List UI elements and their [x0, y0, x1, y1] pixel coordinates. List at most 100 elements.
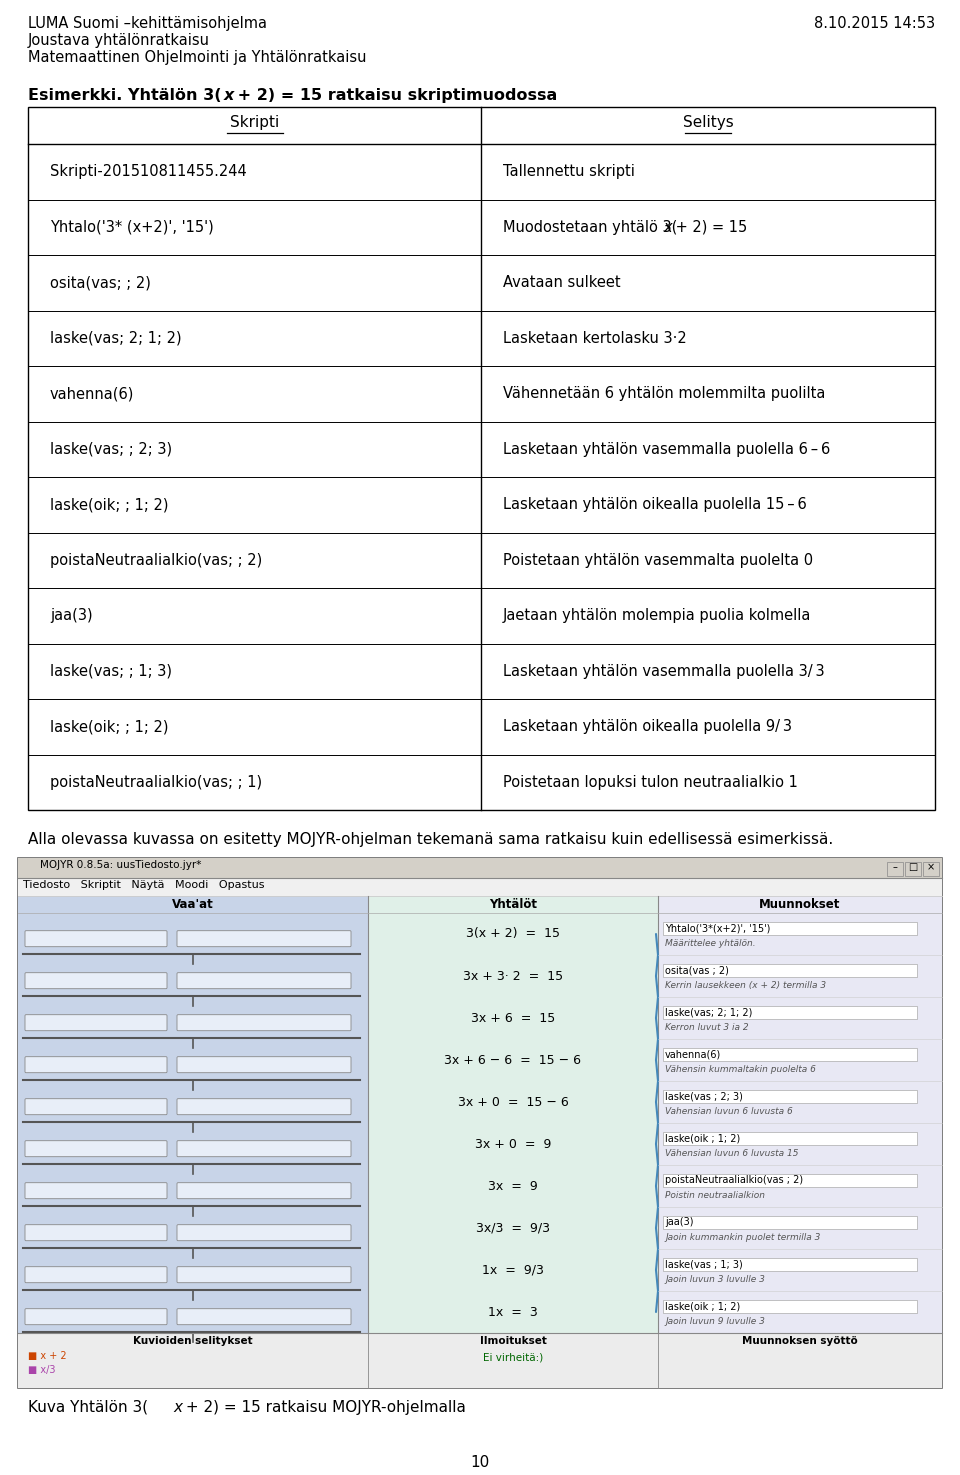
Text: 3x + 6  =  15: 3x + 6 = 15	[470, 1012, 555, 1025]
Text: + 2) = 15: + 2) = 15	[671, 220, 747, 235]
Text: vahenna(6): vahenna(6)	[665, 1049, 721, 1059]
FancyBboxPatch shape	[25, 1056, 167, 1072]
Text: poistaNeutraalialkio(vas ; 2): poistaNeutraalialkio(vas ; 2)	[665, 1176, 804, 1186]
Text: Lasketaan kertolasku 3·2: Lasketaan kertolasku 3·2	[503, 330, 686, 345]
Text: x: x	[173, 1400, 182, 1415]
Text: Kuva Yhtälön 3(: Kuva Yhtälön 3(	[28, 1400, 148, 1415]
Text: 3x + 0  =  15 − 6: 3x + 0 = 15 − 6	[458, 1096, 568, 1109]
Text: osita(vas ; 2): osita(vas ; 2)	[665, 965, 729, 975]
Text: 3x  =  9: 3x = 9	[488, 1180, 538, 1192]
Text: Poistetaan lopuksi tulon neutraalialkio 1: Poistetaan lopuksi tulon neutraalialkio …	[503, 774, 798, 789]
Text: Skripti-201510811455.244: Skripti-201510811455.244	[50, 164, 247, 180]
FancyBboxPatch shape	[663, 1301, 917, 1313]
Text: Tallennettu skripti: Tallennettu skripti	[503, 164, 635, 180]
Text: laske(oik; ; 1; 2): laske(oik; ; 1; 2)	[50, 497, 169, 512]
Text: Lasketaan yhtälön oikealla puolella 9/ 3: Lasketaan yhtälön oikealla puolella 9/ 3	[503, 720, 792, 735]
FancyBboxPatch shape	[177, 1183, 351, 1199]
FancyBboxPatch shape	[177, 1056, 351, 1072]
Text: Avataan sulkeet: Avataan sulkeet	[503, 276, 620, 291]
Text: LUMA Suomi –kehittämisohjelma: LUMA Suomi –kehittämisohjelma	[28, 16, 267, 31]
Text: Alla olevassa kuvassa on esitetty MOJYR-ohjelman tekemanä sama ratkaisu kuin ede: Alla olevassa kuvassa on esitetty MOJYR-…	[28, 832, 833, 847]
Text: ■ x + 2: ■ x + 2	[28, 1351, 66, 1361]
Text: Lasketaan yhtälön vasemmalla puolella 6 – 6: Lasketaan yhtälön vasemmalla puolella 6 …	[503, 441, 830, 457]
Text: 3x + 3· 2  =  15: 3x + 3· 2 = 15	[463, 969, 564, 982]
Text: Matemaattinen Ohjelmointi ja Yhtälönratkaisu: Matemaattinen Ohjelmointi ja Yhtälönratk…	[28, 50, 367, 65]
FancyBboxPatch shape	[177, 1015, 351, 1031]
Text: laske(vas; ; 2; 3): laske(vas; ; 2; 3)	[50, 441, 172, 457]
FancyBboxPatch shape	[663, 1049, 917, 1061]
Text: poistaNeutraalialkio(vas; ; 1): poistaNeutraalialkio(vas; ; 1)	[50, 774, 262, 789]
Text: Jaoin luvun 3 luvulle 3: Jaoin luvun 3 luvulle 3	[665, 1276, 765, 1285]
FancyBboxPatch shape	[25, 1308, 167, 1325]
Text: ■ x/3: ■ x/3	[28, 1364, 56, 1375]
Text: laske(vas ; 1; 3): laske(vas ; 1; 3)	[665, 1260, 743, 1270]
FancyBboxPatch shape	[887, 861, 903, 876]
Text: Lasketaan yhtälön vasemmalla puolella 3/ 3: Lasketaan yhtälön vasemmalla puolella 3/…	[503, 664, 825, 678]
FancyBboxPatch shape	[25, 972, 167, 988]
Text: 3x + 0  =  9: 3x + 0 = 9	[475, 1137, 551, 1151]
FancyBboxPatch shape	[663, 1174, 917, 1187]
Text: + 2) = 15 ratkaisu skriptimuodossa: + 2) = 15 ratkaisu skriptimuodossa	[232, 88, 557, 103]
Text: Yhtalo('3*(x+2)', '15'): Yhtalo('3*(x+2)', '15')	[665, 923, 770, 934]
Text: 3x/3  =  9/3: 3x/3 = 9/3	[476, 1221, 550, 1235]
Text: 3(x + 2)  =  15: 3(x + 2) = 15	[466, 928, 560, 941]
FancyBboxPatch shape	[25, 931, 167, 947]
FancyBboxPatch shape	[177, 972, 351, 988]
FancyBboxPatch shape	[663, 965, 917, 978]
FancyBboxPatch shape	[663, 1090, 917, 1103]
Text: –: –	[893, 861, 898, 872]
Text: □: □	[908, 861, 918, 872]
Text: Muunnokset: Muunnokset	[759, 898, 841, 912]
FancyBboxPatch shape	[177, 1267, 351, 1283]
FancyBboxPatch shape	[18, 1333, 942, 1388]
Text: 8.10.2015 14:53: 8.10.2015 14:53	[814, 16, 935, 31]
FancyBboxPatch shape	[25, 1015, 167, 1031]
FancyBboxPatch shape	[663, 1006, 917, 1019]
Text: ×: ×	[927, 861, 935, 872]
FancyBboxPatch shape	[18, 858, 942, 878]
Text: poistaNeutraalialkio(vas; ; 2): poistaNeutraalialkio(vas; ; 2)	[50, 553, 262, 568]
Text: 1x  =  3: 1x = 3	[488, 1305, 538, 1319]
Text: Ilmoitukset: Ilmoitukset	[480, 1336, 546, 1347]
Text: laske(vas; 2; 1; 2): laske(vas; 2; 1; 2)	[665, 1007, 753, 1018]
Text: vahenna(6): vahenna(6)	[50, 386, 134, 401]
Text: Vaa'at: Vaa'at	[172, 898, 214, 912]
Text: Vähensin kummaltakin puolelta 6: Vähensin kummaltakin puolelta 6	[665, 1065, 816, 1074]
Text: jaa(3): jaa(3)	[50, 608, 92, 624]
Text: Yhtälöt: Yhtälöt	[489, 898, 537, 912]
Text: Lasketaan yhtälön oikealla puolella 15 – 6: Lasketaan yhtälön oikealla puolella 15 –…	[503, 497, 806, 512]
FancyBboxPatch shape	[663, 1133, 917, 1145]
Text: Jaoin kummankin puolet termilla 3: Jaoin kummankin puolet termilla 3	[665, 1233, 821, 1242]
FancyBboxPatch shape	[18, 858, 942, 1388]
Text: 10: 10	[470, 1454, 490, 1471]
Text: Vahensian luvun 6 luvusta 6: Vahensian luvun 6 luvusta 6	[665, 1108, 793, 1117]
Text: Vähennetään 6 yhtälön molemmilta puolilta: Vähennetään 6 yhtälön molemmilta puolilt…	[503, 386, 826, 401]
FancyBboxPatch shape	[177, 1308, 351, 1325]
FancyBboxPatch shape	[368, 895, 658, 1333]
Text: Kerrin lausekkeen (x + 2) termilla 3: Kerrin lausekkeen (x + 2) termilla 3	[665, 981, 827, 990]
Text: 1x  =  9/3: 1x = 9/3	[482, 1264, 544, 1276]
FancyBboxPatch shape	[177, 1099, 351, 1115]
FancyBboxPatch shape	[663, 1217, 917, 1229]
Text: osita(vas; ; 2): osita(vas; ; 2)	[50, 276, 151, 291]
Text: Selitys: Selitys	[683, 115, 733, 130]
Text: Vähensian luvun 6 luvusta 15: Vähensian luvun 6 luvusta 15	[665, 1149, 799, 1158]
Text: Kerron luvut 3 ia 2: Kerron luvut 3 ia 2	[665, 1024, 749, 1032]
FancyBboxPatch shape	[177, 1224, 351, 1240]
Text: Poistin neutraalialkion: Poistin neutraalialkion	[665, 1192, 765, 1201]
Text: laske(vas; ; 1; 3): laske(vas; ; 1; 3)	[50, 664, 172, 678]
FancyBboxPatch shape	[18, 878, 942, 895]
Text: laske(oik ; 1; 2): laske(oik ; 1; 2)	[665, 1301, 740, 1311]
FancyBboxPatch shape	[28, 108, 935, 810]
FancyBboxPatch shape	[25, 1267, 167, 1283]
FancyBboxPatch shape	[25, 1183, 167, 1199]
FancyBboxPatch shape	[177, 931, 351, 947]
Text: Poistetaan yhtälön vasemmalta puolelta 0: Poistetaan yhtälön vasemmalta puolelta 0	[503, 553, 813, 568]
Text: laske(oik; ; 1; 2): laske(oik; ; 1; 2)	[50, 720, 169, 735]
Text: Jaetaan yhtälön molempia puolia kolmella: Jaetaan yhtälön molempia puolia kolmella	[503, 608, 811, 624]
Text: laske(oik ; 1; 2): laske(oik ; 1; 2)	[665, 1133, 740, 1143]
FancyBboxPatch shape	[923, 861, 939, 876]
Text: laske(vas ; 2; 3): laske(vas ; 2; 3)	[665, 1092, 743, 1102]
Text: Ei virheitä:): Ei virheitä:)	[483, 1353, 543, 1363]
FancyBboxPatch shape	[658, 895, 942, 1333]
